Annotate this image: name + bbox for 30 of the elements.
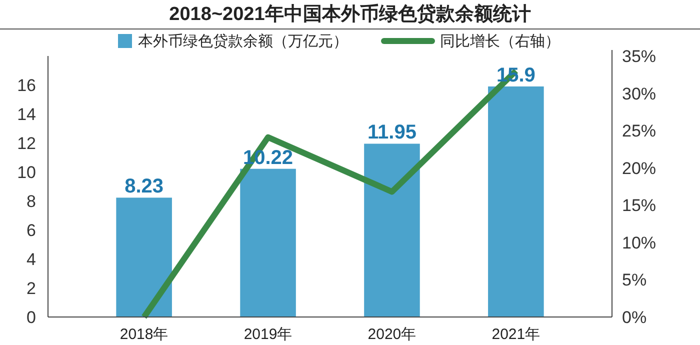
data-label: 8.23 <box>124 176 164 198</box>
y-tick-label: 10 <box>17 163 36 182</box>
y-tick-label: 8 <box>26 192 36 211</box>
y2-tick-label: 25% <box>622 122 656 141</box>
bar <box>240 168 296 317</box>
y-tick-label: 0 <box>26 308 36 327</box>
bar <box>488 86 544 317</box>
x-tick-label: 2019年 <box>244 326 292 343</box>
legend-label: 本外币绿色贷款余额（万亿元） <box>138 33 348 50</box>
bar <box>116 198 172 317</box>
chart-title: 2018~2021年中国本外币绿色贷款余额统计 <box>169 3 531 25</box>
y2-tick-label: 35% <box>622 47 656 66</box>
data-label: 11.95 <box>368 122 416 144</box>
bar <box>364 144 420 317</box>
y-tick-label: 12 <box>17 134 36 153</box>
y-tick-label: 16 <box>17 76 36 95</box>
y-tick-label: 14 <box>17 105 36 124</box>
y2-tick-label: 10% <box>622 233 656 252</box>
y2-tick-label: 15% <box>622 196 656 216</box>
y2-tick-label: 0% <box>622 308 647 327</box>
y2-tick-label: 30% <box>622 84 656 104</box>
y2-tick-label: 5% <box>622 270 647 290</box>
y-tick-label: 2 <box>26 279 36 298</box>
legend-label: 同比增长（右轴） <box>440 33 560 50</box>
x-tick-label: 2018年 <box>120 326 168 343</box>
y2-tick-label: 20% <box>622 158 656 178</box>
x-tick-label: 2021年 <box>492 326 540 343</box>
y-tick-label: 4 <box>26 250 36 269</box>
y-tick-label: 6 <box>26 221 36 240</box>
x-tick-label: 2020年 <box>368 326 416 343</box>
